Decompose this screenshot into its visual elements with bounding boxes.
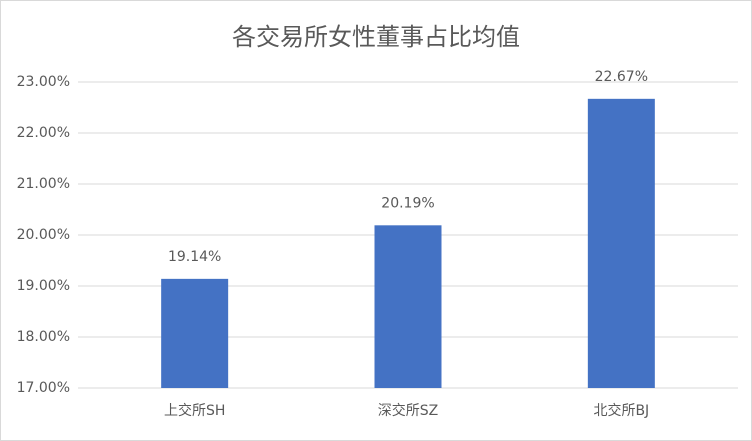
y-tick-label: 18.00% (17, 329, 70, 345)
chart-title: 各交易所女性董事占比均值 (232, 23, 520, 51)
y-tick-label: 17.00% (17, 380, 70, 396)
y-tick-label: 21.00% (17, 176, 70, 192)
x-tick-label: 上交所SH (164, 402, 225, 419)
data-label: 20.19% (381, 195, 434, 211)
x-tick-label: 北交所BJ (593, 402, 649, 419)
x-tick-label: 深交所SZ (378, 402, 438, 419)
data-label: 19.14% (168, 249, 221, 265)
y-tick-label: 23.00% (17, 74, 70, 90)
bar (587, 98, 655, 388)
y-tick-label: 19.00% (17, 278, 70, 294)
y-tick-label: 20.00% (17, 227, 70, 243)
bar (161, 278, 229, 388)
data-label: 22.67% (595, 69, 648, 85)
bar (374, 225, 442, 388)
y-tick-label: 22.00% (17, 125, 70, 141)
